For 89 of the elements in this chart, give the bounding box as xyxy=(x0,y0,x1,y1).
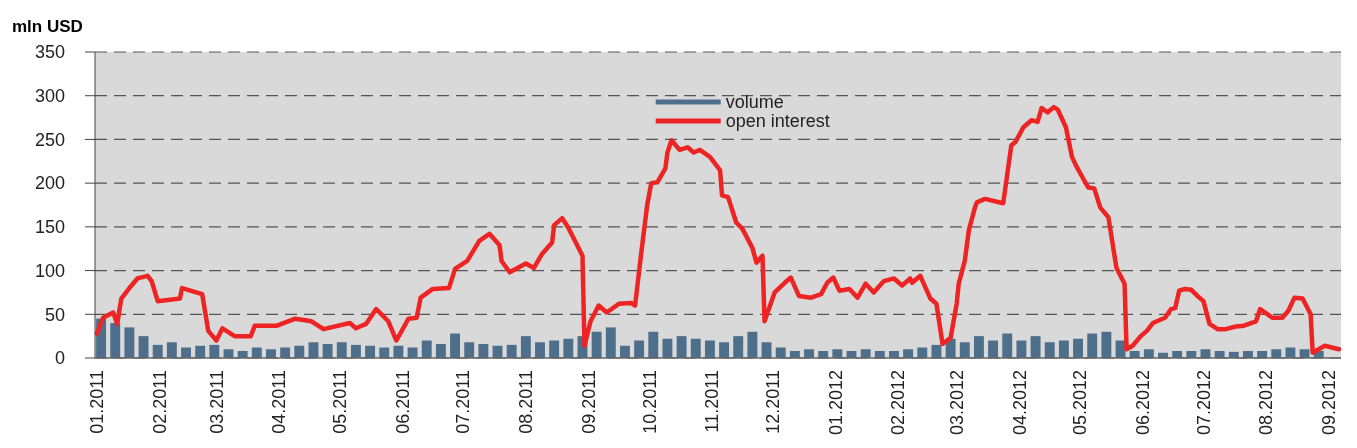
x-tick-label: 01.2012 xyxy=(825,370,846,436)
y-tick-label: 0 xyxy=(54,348,65,369)
x-tick-label: 04.2012 xyxy=(1009,370,1030,436)
bar xyxy=(450,333,460,358)
x-tick-label: 03.2012 xyxy=(946,370,967,436)
bar xyxy=(195,345,206,358)
bar xyxy=(549,340,560,358)
x-tick-label: 09.2011 xyxy=(578,370,599,434)
x-tick-label: 03.2011 xyxy=(206,370,227,434)
bar xyxy=(1299,349,1310,358)
bar xyxy=(1044,342,1055,358)
y-tick-label: 300 xyxy=(34,86,65,107)
bar xyxy=(308,342,319,358)
x-tick-label: 12.2011 xyxy=(762,370,783,434)
bar xyxy=(747,331,758,358)
bar xyxy=(761,342,772,358)
bar xyxy=(1002,333,1013,358)
bar xyxy=(733,336,744,358)
x-tick-label: 06.2011 xyxy=(392,370,413,434)
bar xyxy=(1016,340,1027,358)
bar xyxy=(365,345,376,358)
x-tick-label: 05.2012 xyxy=(1070,370,1091,436)
x-tick-label: 08.2011 xyxy=(516,370,537,434)
bar xyxy=(988,340,999,358)
bar xyxy=(350,344,361,358)
bar xyxy=(648,331,659,358)
bar xyxy=(704,340,715,358)
y-axis-title: mln USD xyxy=(12,17,83,36)
bar xyxy=(634,340,645,358)
bar xyxy=(563,338,574,358)
bar xyxy=(591,331,602,358)
bar xyxy=(1087,333,1098,358)
y-tick-label: 150 xyxy=(34,217,65,238)
x-tick-label: 02.2011 xyxy=(150,370,171,434)
legend-label: open interest xyxy=(725,111,830,132)
x-tick-label: 07.2011 xyxy=(453,370,474,434)
bar xyxy=(1271,349,1282,358)
bar xyxy=(860,349,871,358)
bar xyxy=(832,349,843,358)
y-tick-label: 50 xyxy=(44,304,65,325)
bar xyxy=(464,342,475,358)
bar xyxy=(209,344,220,358)
bar xyxy=(1101,331,1112,358)
bar xyxy=(124,327,135,358)
x-tick-label: 04.2011 xyxy=(269,370,290,434)
bar xyxy=(1058,340,1069,358)
bar xyxy=(1143,349,1154,358)
bar xyxy=(676,336,687,358)
bar xyxy=(336,342,347,358)
bar xyxy=(690,338,701,358)
bar xyxy=(435,344,446,358)
bar xyxy=(166,342,177,358)
x-tick-label: 10.2011 xyxy=(639,370,660,434)
y-tick-label: 250 xyxy=(34,129,65,150)
bar xyxy=(393,345,404,358)
y-tick-label: 100 xyxy=(34,260,65,281)
x-tick-label: 08.2012 xyxy=(1256,370,1277,436)
bar xyxy=(506,344,517,358)
bar xyxy=(959,342,970,358)
bar xyxy=(605,327,616,358)
x-tick-label: 09.2012 xyxy=(1319,370,1340,436)
bar xyxy=(322,344,333,358)
bar xyxy=(931,344,942,358)
bar xyxy=(266,349,276,358)
bar xyxy=(620,345,630,358)
bar xyxy=(152,344,163,358)
bar xyxy=(535,342,545,358)
bar xyxy=(421,340,432,358)
bar xyxy=(110,323,121,358)
bar xyxy=(973,336,984,358)
bar xyxy=(138,336,149,358)
bar xyxy=(294,345,305,358)
x-tick-label: 01.2011 xyxy=(87,370,108,434)
bar xyxy=(1073,338,1083,358)
x-tick-label: 11.2011 xyxy=(702,370,723,433)
bar xyxy=(520,336,531,358)
bar xyxy=(804,349,814,358)
legend-label: volume xyxy=(725,92,784,113)
bar xyxy=(719,342,730,358)
bar xyxy=(903,349,914,358)
x-tick-label: 02.2012 xyxy=(888,370,909,436)
x-tick-label: 05.2011 xyxy=(330,370,351,434)
x-tick-label: 07.2012 xyxy=(1193,370,1214,436)
y-tick-label: 350 xyxy=(34,42,65,63)
bar xyxy=(478,344,489,358)
bar xyxy=(1030,336,1041,358)
x-tick-label: 06.2012 xyxy=(1133,370,1154,436)
y-tick-label: 200 xyxy=(34,173,65,194)
bar xyxy=(662,338,673,358)
